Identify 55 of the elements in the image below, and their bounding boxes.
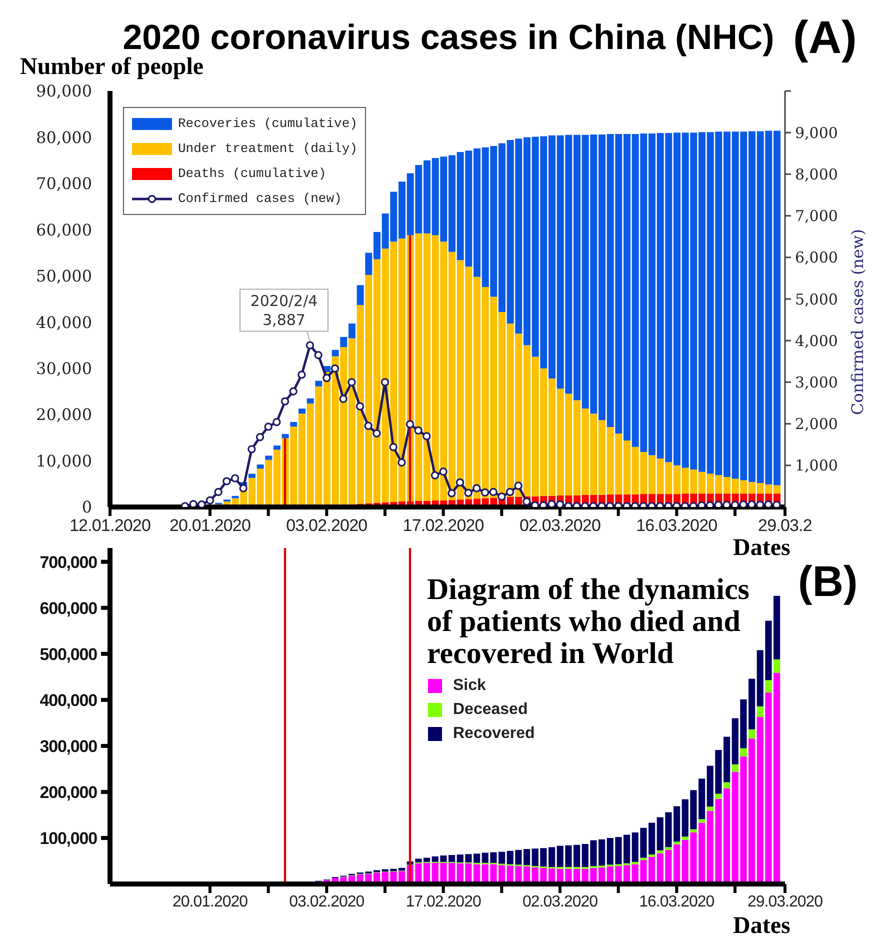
legend-label: Under treatment (daily) xyxy=(178,141,358,156)
y2-tick-label: 3,000 xyxy=(795,374,838,392)
x-axis-title: Dates xyxy=(733,913,790,936)
legend-label: Recoveries (cumulative) xyxy=(178,116,358,131)
y-tick-label: 90,000 xyxy=(36,82,92,101)
x-tick-label: 29.03.2 xyxy=(758,516,812,536)
x-tick-label: 16.03.2020 xyxy=(639,893,715,910)
y-tick-label: 60,000 xyxy=(36,220,92,240)
y2-tick-label: 8,000 xyxy=(795,166,838,184)
legend-label: Sick xyxy=(453,677,486,694)
y2-axis-title: Confirmed cases (new) xyxy=(848,229,867,415)
x-axis-title: Dates xyxy=(733,535,790,561)
text: (A) xyxy=(793,11,857,63)
text: Diagram of the dynamics of patients who died and recovered in World xyxy=(427,573,750,670)
y-tick-label: 30,000 xyxy=(36,359,92,378)
y-tick-label: 50,000 xyxy=(36,266,92,286)
x-tick-label: 29.03.2020 xyxy=(747,893,824,910)
y-axis-title: Number of people xyxy=(20,54,204,80)
y2-tick-label: 1,000 xyxy=(795,456,838,475)
chart-title: 2020 coronavirus cases in China (NHC) xyxy=(122,18,774,57)
y-tick-label: 0 xyxy=(82,498,92,517)
y-tick-label: 400,000 xyxy=(40,690,98,710)
x-tick-label: 03.02.2020 xyxy=(289,893,365,910)
legend-label: Recovered xyxy=(453,725,535,742)
y-tick-label: 500,000 xyxy=(40,644,98,664)
y-tick-label: 20,000 xyxy=(36,405,92,424)
y-tick-label: 80,000 xyxy=(36,128,92,147)
x-tick-label: 20.01.2020 xyxy=(172,893,248,910)
x-tick-label: 03.02.2020 xyxy=(286,516,368,536)
annotation: 2020/2/4 3,887 xyxy=(250,292,318,330)
legend-label: Confirmed cases (new) xyxy=(178,191,342,206)
x-tick-label: 20.01.2020 xyxy=(169,516,251,536)
x-tick-label: 17.02.2020 xyxy=(406,893,482,910)
x-tick-label: 02.03.2020 xyxy=(519,516,601,536)
y2-tick-label: 6,000 xyxy=(795,248,838,267)
y-tick-label: 200,000 xyxy=(40,782,98,802)
legend-label: Deceased xyxy=(453,701,528,718)
y-tick-label: 600,000 xyxy=(40,598,98,618)
y-tick-label: 70,000 xyxy=(36,174,92,194)
y-tick-label: 100,000 xyxy=(40,829,98,848)
y2-tick-label: 4,000 xyxy=(795,332,838,350)
y2-tick-label: 9,000 xyxy=(795,124,838,142)
x-tick-label: 02.03.2020 xyxy=(522,893,598,910)
y2-tick-label: 7,000 xyxy=(795,207,838,226)
y-tick-label: 300,000 xyxy=(40,736,98,756)
x-tick-label: 17.02.2020 xyxy=(402,516,484,536)
y2-tick-label: 5,000 xyxy=(795,290,838,308)
x-tick-label: 12.01.2020 xyxy=(69,516,151,536)
y-tick-label: 40,000 xyxy=(36,312,92,332)
legend-label: Deaths (cumulative) xyxy=(178,166,326,181)
text: (B) xyxy=(798,558,858,606)
y-tick-label: 10,000 xyxy=(36,451,92,470)
x-tick-label: 16.03.2020 xyxy=(636,516,718,536)
y-tick-label: 700,000 xyxy=(40,552,98,572)
y2-tick-label: 2,000 xyxy=(795,415,838,434)
